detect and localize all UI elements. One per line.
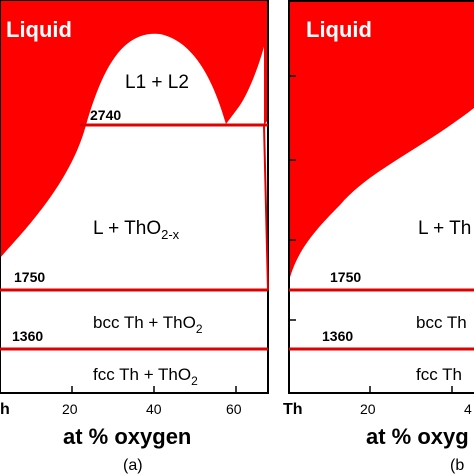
panel-b-liquid-label: Liquid <box>306 17 372 42</box>
panel-a-bcc-main: bcc Th + ThO <box>93 313 196 332</box>
panel-a-l-tho2x-label: L + ThO2-x <box>93 218 180 242</box>
panel-a-tick-label-20: 20 <box>62 401 78 417</box>
panel-b-tick-label-40: 4 <box>464 401 472 417</box>
panel-b-frame <box>288 0 474 394</box>
panel-a-caption: (a) <box>123 457 143 474</box>
panel-b: Liquid L + Th 1750 bcc Th 1360 fcc Th Th… <box>283 0 474 474</box>
panel-a-temp-1750: 1750 <box>14 269 45 285</box>
panel-a-temp-2740: 2740 <box>90 107 121 123</box>
panel-a: Liquid L1 + L2 2740 L + ThO2-x 1750 bcc … <box>0 0 269 474</box>
panel-b-bcc-label: bcc Th <box>416 313 467 332</box>
panel-a-tick-label-40: 40 <box>146 401 162 417</box>
panel-a-liquid-region <box>0 0 268 258</box>
panel-a-temp-1360: 1360 <box>12 328 43 344</box>
panel-a-bcc-label: bcc Th + ThO2 <box>93 313 203 336</box>
panel-b-xlabel: at % oxyg <box>366 424 469 449</box>
panel-a-tick-label-left: h <box>0 401 10 418</box>
panel-a-xlabel: at % oxygen <box>63 424 191 449</box>
panel-b-liquid-region <box>288 0 474 285</box>
panel-b-fcc-label: fcc Th <box>416 365 462 384</box>
panel-a-fcc-sub: 2 <box>191 374 198 388</box>
panel-a-tick-label-60: 60 <box>226 401 242 417</box>
panel-b-caption: (b <box>450 457 464 474</box>
panel-b-l-tho2x-label: L + Th <box>418 218 471 239</box>
panel-b-temp-1750: 1750 <box>330 269 361 285</box>
panel-b-temp-1360: 1360 <box>322 328 353 344</box>
panel-a-l-tho2x-main: L + ThO <box>93 218 161 239</box>
panel-a-l-tho2x-sub: 2-x <box>161 227 180 242</box>
panel-a-liquid-label: Liquid <box>6 17 72 42</box>
panel-a-frame <box>0 0 269 394</box>
panel-a-bcc-sub: 2 <box>196 322 203 336</box>
panel-a-fcc-label: fcc Th + ThO2 <box>93 365 198 388</box>
panel-a-fcc-main: fcc Th + ThO <box>93 365 191 384</box>
panel-a-right-boundary <box>263 124 269 291</box>
panel-b-tick-label-20: 20 <box>360 401 376 417</box>
panel-b-tick-label-th: Th <box>283 401 303 418</box>
panel-a-l1-l2-label: L1 + L2 <box>125 72 189 93</box>
